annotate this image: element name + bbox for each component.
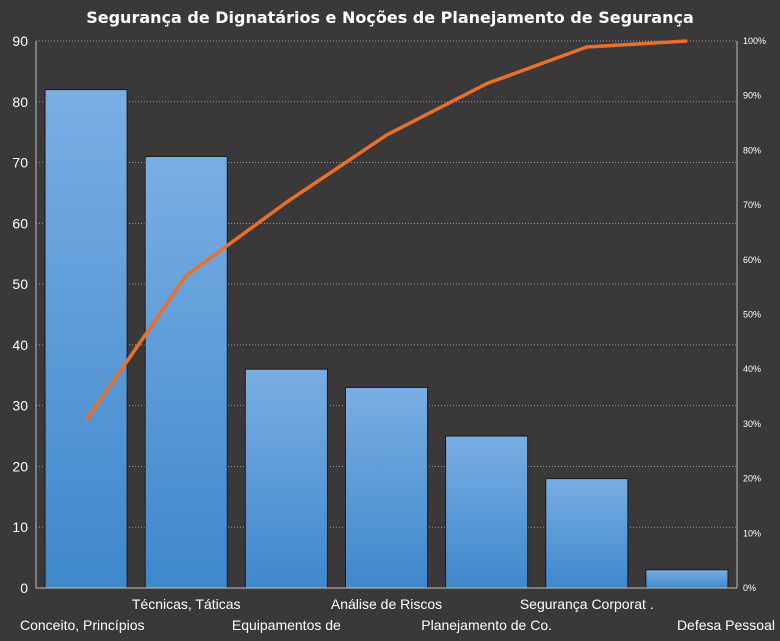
chart-title: Segurança de Dignatários e Noções de Pla…	[86, 8, 694, 27]
category-labels: Conceito, Princípios Técnicas, Táticas Equ…	[20, 596, 775, 633]
bar	[344, 386, 429, 589]
y2-tick-label: 0%	[743, 583, 756, 593]
y-tick-label: 0	[20, 580, 28, 596]
y2-tick-label: 30%	[743, 419, 761, 429]
y2-tick-label: 50%	[743, 310, 761, 320]
axes: 0 10 20 30 40 50 60 70 80 90 0% 10% 20% 30% 40% 50% 60% 7…	[12, 33, 766, 596]
cumulative-series-line	[84, 39, 688, 422]
bar	[144, 155, 228, 589]
y2-tick-label: 70%	[743, 200, 761, 210]
y-tick-label: 50	[12, 276, 28, 292]
y2-tick-label: 90%	[743, 91, 761, 101]
y-tick-label: 90	[12, 33, 28, 49]
y-tick-label: 40	[12, 337, 28, 353]
x-tick-label: Segurança Corporat .	[520, 596, 654, 612]
bar	[244, 368, 328, 589]
y-tick-label: 80	[12, 94, 28, 110]
y-tick-label: 70	[12, 155, 28, 171]
bar	[645, 569, 729, 589]
y-tick-label: 60	[12, 215, 28, 231]
y-tick-label: 30	[12, 398, 28, 414]
y2-tick-label: 80%	[743, 145, 761, 155]
bar	[44, 89, 128, 589]
bars	[44, 89, 729, 589]
x-tick-label: Planejamento de Co.	[421, 617, 552, 633]
y2-tick-label: 60%	[743, 255, 761, 265]
y2-tick-label: 100%	[743, 36, 766, 46]
x-tick-label: Técnicas, Táticas	[132, 596, 241, 612]
x-tick-label: Conceito, Princípios	[20, 617, 145, 633]
y2-tick-label: 40%	[743, 364, 761, 374]
x-tick-label: Análise de Riscos	[331, 596, 442, 612]
y-tick-label: 10	[12, 519, 28, 535]
y2-tick-label: 10%	[743, 528, 761, 538]
bar	[545, 478, 629, 589]
y2-tick-label: 20%	[743, 474, 761, 484]
cumulative-line	[84, 39, 688, 422]
y-tick-label: 20	[12, 458, 28, 474]
x-tick-label: Defesa Pessoal	[677, 617, 775, 633]
bar	[445, 435, 529, 589]
x-tick-label: Equipamentos de	[232, 617, 341, 633]
